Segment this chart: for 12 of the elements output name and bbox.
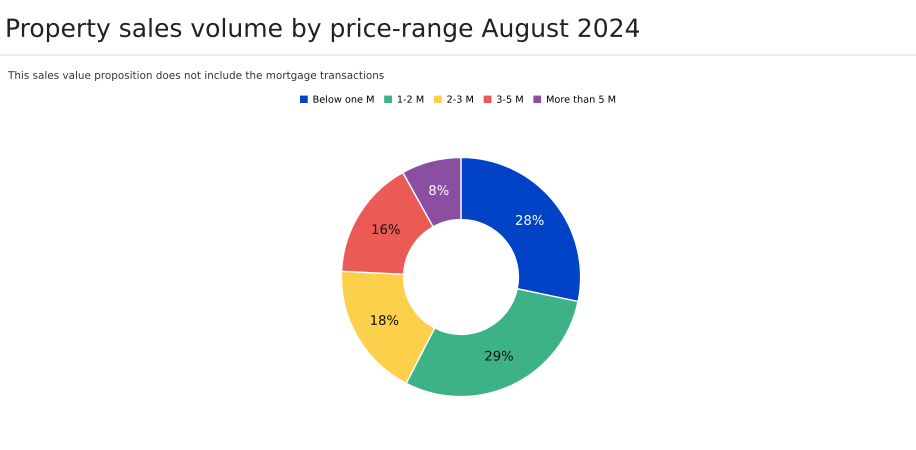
chart-title: Property sales volume by price-range August 2024 (7, 18, 640, 42)
legend-label: 1-2 M (398, 95, 424, 103)
legend-label: 2-3 M (447, 95, 473, 103)
legend-label: Below one M (314, 95, 374, 103)
data-label: 8% (429, 185, 449, 196)
data-label: 16% (372, 224, 400, 234)
text: This sales value proposition does not include the mortgage transactions (8, 70, 384, 82)
data-label: 28% (516, 215, 544, 226)
legend-label: 3-5 M (497, 95, 523, 103)
legend-label: More than 5 M (546, 95, 616, 103)
data-label: 29% (485, 350, 513, 361)
data-label: 18% (371, 315, 398, 326)
